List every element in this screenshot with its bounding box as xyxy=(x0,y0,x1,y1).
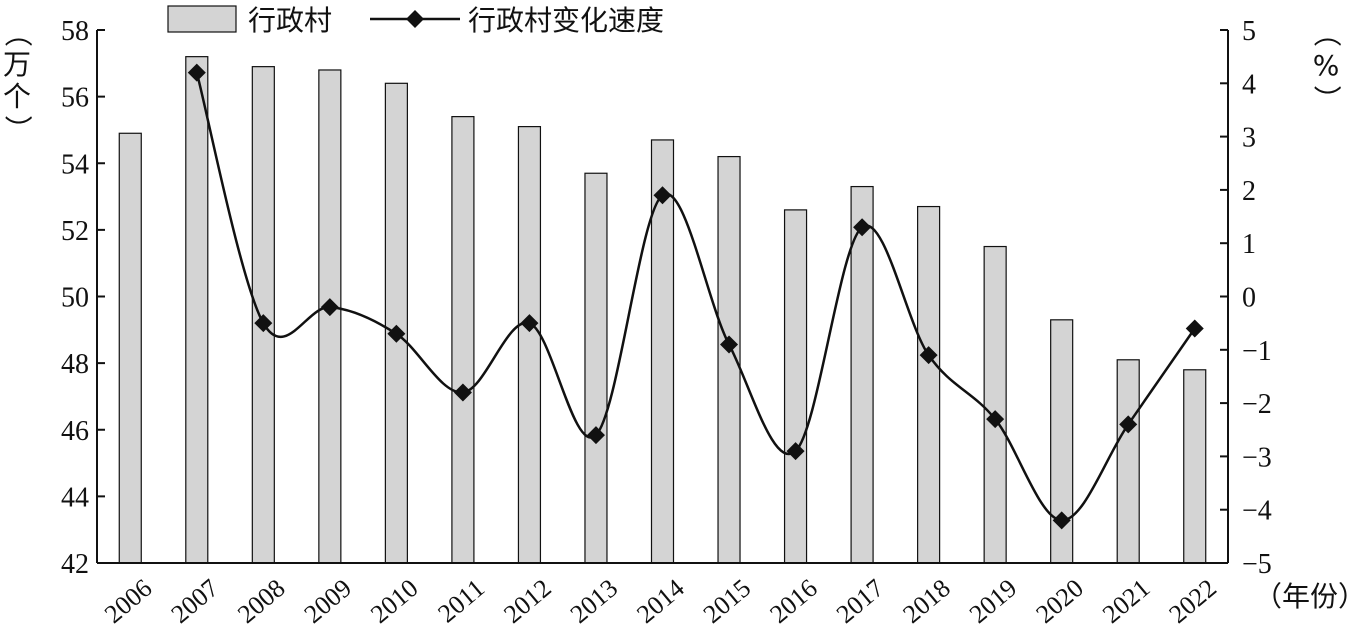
legend: 行政村 行政村变化速度 xyxy=(167,4,664,37)
y-axis-label-char: % xyxy=(1313,49,1340,82)
line-point xyxy=(786,442,805,461)
line-point xyxy=(853,218,872,237)
bar xyxy=(917,205,941,564)
y-right-tick-label: 4 xyxy=(1242,69,1256,100)
line-point xyxy=(520,314,539,333)
x-tick-label: 2018 xyxy=(897,573,955,629)
x-tick-label: 2017 xyxy=(831,573,889,629)
line-point xyxy=(187,63,206,82)
x-tick-label: 2020 xyxy=(1030,573,1088,629)
line-point xyxy=(1119,415,1138,434)
y-right-tick-label: −4 xyxy=(1242,496,1272,527)
line-point xyxy=(387,324,406,343)
legend-line-marker xyxy=(406,10,424,28)
bar xyxy=(1183,369,1207,564)
line-point xyxy=(586,426,605,445)
line-series xyxy=(187,63,1204,530)
bar xyxy=(118,132,142,564)
series-line xyxy=(195,72,1196,522)
y-left-tick-label: 44 xyxy=(61,482,89,513)
bar xyxy=(584,172,608,564)
x-tick-label: 2019 xyxy=(964,573,1022,629)
y-axis-label-char: 个 xyxy=(3,80,31,113)
line-point xyxy=(320,298,339,317)
y-right-tick-label: 0 xyxy=(1242,283,1256,314)
x-tick-label: 2012 xyxy=(498,573,556,629)
y-left-tick-label: 46 xyxy=(61,416,89,447)
y-left-tick-label: 56 xyxy=(61,83,89,114)
bar xyxy=(1116,359,1140,564)
y-right-tick-label: 1 xyxy=(1242,229,1256,260)
y-axis-label-char: ） xyxy=(1310,85,1343,113)
y-left-tick-label: 54 xyxy=(61,149,89,180)
x-tick-label: 2015 xyxy=(698,573,756,629)
legend-bar-label: 行政村 xyxy=(248,4,332,37)
legend-line-label: 行政村变化速度 xyxy=(468,4,664,37)
x-tick-label: 2007 xyxy=(166,573,224,629)
y-axis-label-char: （ xyxy=(1310,19,1343,47)
bar xyxy=(783,209,808,564)
bar xyxy=(983,245,1007,564)
x-tick-label: 2011 xyxy=(432,573,490,628)
y-axis-label-char: 万 xyxy=(3,48,31,81)
bar xyxy=(850,185,874,564)
y-right-tick-label: −5 xyxy=(1242,549,1272,580)
x-tick-label: 2016 xyxy=(764,573,822,629)
y-left-tick-label: 48 xyxy=(61,349,89,380)
line-point xyxy=(653,186,672,205)
x-tick-label: 2014 xyxy=(631,573,689,629)
x-tick-label: 2022 xyxy=(1163,573,1221,629)
bar-series xyxy=(118,56,1207,564)
y-right-axis-label: （% ） xyxy=(1310,19,1343,113)
bar xyxy=(318,69,342,564)
bar xyxy=(451,116,475,564)
y-right-tick-label: −3 xyxy=(1242,442,1272,473)
x-tick-label: 2006 xyxy=(99,573,157,629)
x-tick-label: 2010 xyxy=(365,573,423,629)
bar xyxy=(384,82,408,564)
x-tick-label: 2021 xyxy=(1097,573,1155,629)
x-tick-label: 2013 xyxy=(565,573,623,629)
y-right-tick-label: −1 xyxy=(1242,336,1272,367)
y-right-tick-label: 3 xyxy=(1242,123,1256,154)
y-left-tick-label: 50 xyxy=(61,283,89,314)
line-point xyxy=(1185,319,1204,338)
y-left-axis-label: （万个） xyxy=(1,19,34,143)
y-left-tick-label: 52 xyxy=(61,216,89,247)
line-point xyxy=(1052,511,1071,530)
bar xyxy=(517,126,542,564)
y-right-tick-label: −2 xyxy=(1242,389,1272,420)
bar xyxy=(185,56,209,564)
line-point xyxy=(919,346,938,365)
line-point xyxy=(720,335,739,354)
x-tick-label: 2008 xyxy=(232,573,290,629)
y-axis-label-char: （ xyxy=(1,19,34,47)
y-axis-label-char: ） xyxy=(1,115,34,143)
y-left-tick-label: 42 xyxy=(61,549,89,580)
line-point xyxy=(254,314,273,333)
y-left-tick-label: 58 xyxy=(61,16,89,47)
x-tick-label: 2009 xyxy=(299,573,357,629)
y-right-tick-label: 5 xyxy=(1242,16,1256,47)
line-point xyxy=(986,410,1005,429)
x-axis-label: （年份） xyxy=(1254,580,1364,613)
legend-bar-swatch xyxy=(167,5,237,33)
line-point xyxy=(453,383,472,402)
y-right-tick-label: 2 xyxy=(1242,176,1256,207)
